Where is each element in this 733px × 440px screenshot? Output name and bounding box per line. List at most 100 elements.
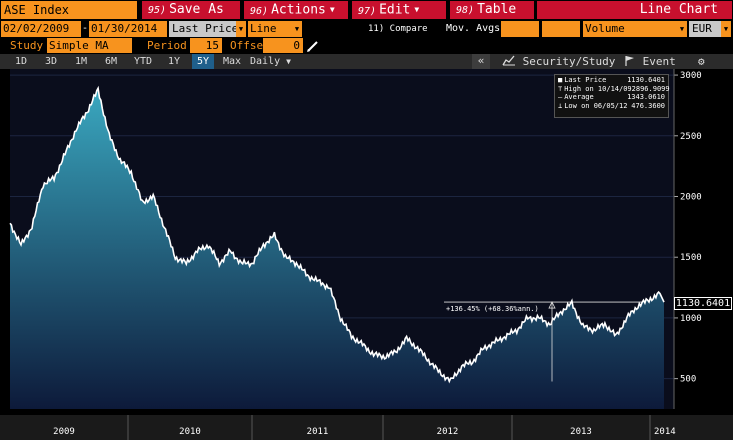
actions-button[interactable]: 96) Actions ▼ (244, 1, 348, 19)
ticker-field[interactable]: ASE Index (1, 1, 137, 19)
end-date-field[interactable]: 01/30/2014 (89, 21, 167, 37)
style-value: Line (250, 22, 277, 35)
tab-1d[interactable]: 1D (14, 56, 28, 67)
y-tick-label: 2500 (680, 132, 702, 142)
y-tick-label: 2000 (680, 193, 702, 203)
y-tick-label: 1500 (680, 253, 702, 263)
average-line-icon: – (558, 93, 563, 101)
legend-label: High on 10/14/09 (564, 84, 632, 93)
x-axis: 2009 2010 2011 2012 2013 2014 (53, 415, 676, 440)
table-button[interactable]: 98) Table (450, 1, 534, 19)
legend-label: Last Price (564, 76, 607, 84)
event-label: Event (642, 55, 676, 68)
tab-max[interactable]: Max (222, 56, 242, 67)
save-as-button[interactable]: 95) Save As (142, 1, 240, 19)
mov-avgs-label: Mov. Avgs (446, 22, 500, 36)
range-arrow (548, 301, 556, 382)
actions-label: Actions (271, 2, 326, 18)
timeframe-bar: 1D 3D 1M 6M YTD 1Y 5Y Max Daily ▼ « Secu… (0, 54, 733, 69)
lower-chart-selector[interactable]: Volume (583, 21, 677, 37)
legend-row-high: ⊤ High on 10/14/09 2896.9099 (558, 84, 670, 94)
table-hotkey: 98) (456, 5, 475, 16)
currency-value: EUR (692, 22, 712, 35)
pencil-icon[interactable] (306, 39, 320, 53)
offset-label: Offset (230, 39, 270, 52)
low-marker-icon: ⊥ (558, 101, 563, 110)
flag-icon (625, 56, 634, 66)
tab-5y[interactable]: 5Y (192, 54, 214, 69)
legend-label: Low on 06/05/12 (564, 101, 628, 110)
settings-button[interactable]: ⚙ (698, 54, 705, 69)
y-axis: 500 1000 1500 2000 2500 3000 (673, 69, 702, 409)
chart-area[interactable]: 2009 2010 2011 2012 2013 2014 500 1000 1500 2000… (0, 69, 733, 440)
offset-value: 0 (293, 39, 300, 52)
x-axis-band (0, 415, 733, 440)
legend-value: 476.3600 (631, 101, 665, 110)
lower-chart-value: Volume (585, 22, 625, 35)
tab-1m[interactable]: 1M (74, 56, 88, 67)
tab-6m[interactable]: 6M (104, 56, 118, 67)
chevron-down-icon: ▼ (329, 5, 335, 14)
chevron-down-icon: ▼ (286, 57, 291, 66)
chevron-down-icon[interactable]: ▼ (236, 21, 246, 37)
chevron-down-icon[interactable]: ▼ (292, 21, 302, 37)
ticker-label: ASE Index (4, 3, 70, 17)
study-type-selector[interactable]: Simple MA (47, 38, 132, 53)
toolbar: ASE Index 95) Save As 96) Actions ▼ 97) Edit… (0, 0, 733, 19)
square-icon: ■ (558, 76, 563, 84)
params-bar: 02/02/2009 - 01/30/2014 Last Price ▼ Lin… (0, 20, 733, 38)
legend-value: 2896.9099 (631, 84, 670, 93)
x-tick-label: 2014 (654, 427, 676, 437)
field-value: Last Price (172, 22, 239, 35)
period-field[interactable]: 15 (190, 38, 222, 53)
compare-label: 11) Compare (368, 24, 428, 34)
style-selector[interactable]: Line (248, 21, 296, 37)
offset-field[interactable]: 0 (263, 38, 303, 53)
mov-avg-field-1[interactable] (501, 21, 539, 37)
x-tick-label: 2012 (437, 427, 459, 437)
frequency-selector[interactable]: Daily ▼ (250, 54, 300, 69)
collapse-icon: « (477, 54, 485, 67)
end-date-value: 01/30/2014 (91, 22, 158, 35)
event-button[interactable]: Event (624, 54, 676, 69)
chevron-down-icon: ▼ (414, 5, 420, 14)
collapse-button[interactable]: « (472, 54, 490, 69)
chart-type-title[interactable]: Line Chart (537, 1, 732, 19)
x-tick-label: 2013 (570, 427, 592, 437)
price-line (9, 85, 665, 384)
chart-type-label: Line Chart (639, 2, 718, 17)
chevron-down-icon[interactable]: ▼ (721, 21, 731, 37)
change-annotation: +136.45% (+68.36%ann.) (446, 305, 539, 313)
mov-avg-field-2[interactable] (542, 21, 580, 37)
y-tick-label: 500 (680, 375, 696, 385)
period-value: 15 (205, 39, 219, 52)
study-type-value: Simple MA (49, 39, 109, 52)
tab-3d[interactable]: 3D (44, 56, 58, 67)
legend-value: 1343.0610 (627, 93, 665, 101)
actions-hotkey: 96) (250, 5, 269, 17)
date-separator: - (82, 23, 89, 34)
currency-selector[interactable]: EUR (689, 21, 721, 37)
legend-row-average: – Average 1343.0610 (558, 93, 665, 102)
security-study-button[interactable]: Security/Study (502, 54, 615, 69)
high-marker-icon: ⊤ (558, 84, 563, 93)
legend-value: 1130.6401 (627, 76, 665, 84)
edit-label: Edit (379, 2, 411, 18)
compare-button[interactable]: 11) Compare (368, 22, 428, 36)
frequency-value: Daily (250, 56, 281, 67)
chart-legend: ■ Last Price 1130.6401 ⊤ High on 10/14/09 28… (554, 74, 670, 118)
start-date-field[interactable]: 02/02/2009 (1, 21, 81, 37)
field-selector[interactable]: Last Price (169, 21, 241, 37)
edit-hotkey: 97) (358, 5, 377, 17)
price-chart[interactable]: 2009 2010 2011 2012 2013 2014 500 1000 1500 2000… (0, 69, 733, 440)
legend-label: Average (564, 93, 594, 101)
chevron-down-icon[interactable]: ▼ (677, 21, 687, 37)
mov-avgs-text: Mov. Avgs (446, 23, 501, 34)
study-label: Study (10, 39, 44, 52)
edit-button[interactable]: 97) Edit ▼ (352, 1, 446, 19)
legend-row-last: ■ Last Price 1130.6401 (558, 76, 665, 85)
tab-1y[interactable]: 1Y (167, 56, 181, 67)
last-price-label: 1130.6401 (674, 297, 732, 310)
save-as-label: Save As (169, 2, 224, 17)
tab-ytd[interactable]: YTD (133, 56, 153, 67)
